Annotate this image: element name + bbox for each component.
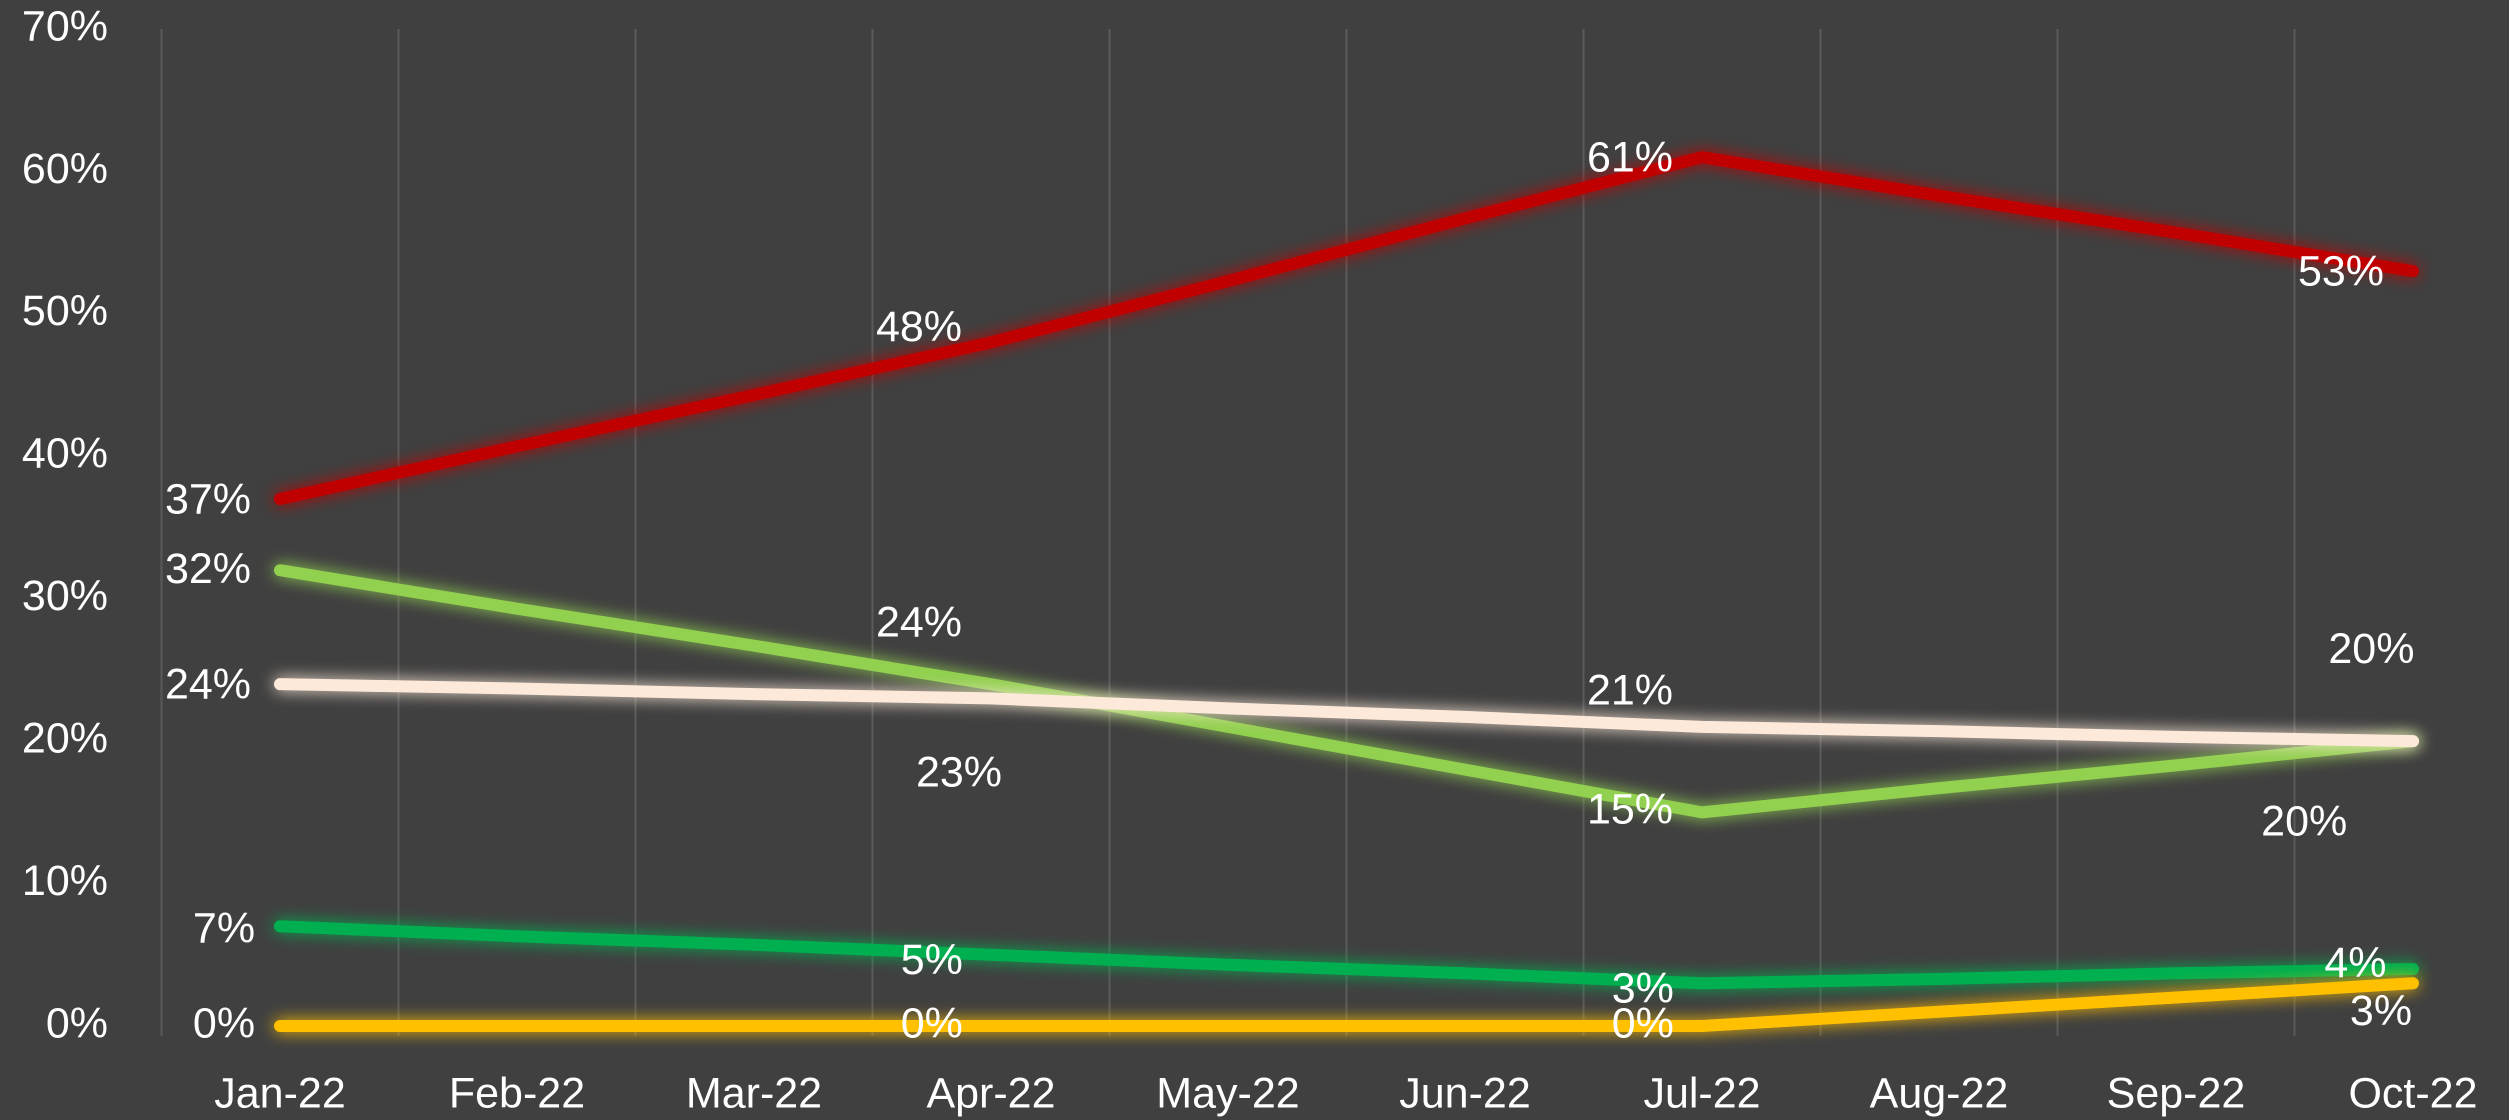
data-label: 3% [2350,987,2412,1035]
y-tick-label: 60% [22,145,108,193]
data-label: 0% [901,999,963,1047]
x-tick-label: Jul-22 [1643,1069,1760,1117]
data-label: 21% [1587,667,1673,715]
series-line [274,678,2419,748]
x-tick-label: Jan-22 [214,1069,345,1117]
series-line [274,920,2419,990]
y-tick-label: 0% [46,999,108,1047]
data-label: 24% [165,661,251,709]
y-tick-label: 70% [22,2,108,50]
data-label: 20% [2328,625,2414,673]
y-tick-label: 40% [22,430,108,478]
x-tick-label: May-22 [1156,1069,1299,1117]
data-label: 0% [1612,999,1674,1047]
data-label: 5% [901,936,963,984]
data-label: 4% [2324,939,2386,987]
data-label: 23% [916,749,1002,797]
x-tick-label: Apr-22 [926,1069,1055,1117]
x-tick-label: Mar-22 [686,1069,822,1117]
y-tick-label: 30% [22,572,108,620]
y-tick-label: 50% [22,287,108,335]
y-tick-label: 20% [22,715,108,763]
series-line [274,977,2419,1032]
x-tick-label: Sep-22 [2107,1069,2246,1117]
y-tick-label: 10% [22,857,108,905]
data-label: 7% [193,904,255,952]
series-line [274,151,2419,506]
data-label: 53% [2298,248,2384,296]
x-tick-label: Jun-22 [1399,1069,1530,1117]
data-label: 48% [876,303,962,351]
x-tick-label: Aug-22 [1870,1069,2009,1117]
data-label: 3% [1612,965,1674,1013]
data-label: 0% [193,999,255,1047]
data-label: 32% [165,545,251,593]
data-label: 37% [165,476,251,524]
x-tick-label: Feb-22 [449,1069,585,1117]
data-label: 24% [876,598,962,646]
data-label: 20% [2261,798,2347,846]
data-label: 61% [1587,134,1673,182]
series-line [274,564,2419,819]
x-tick-label: Oct-22 [2348,1069,2477,1117]
data-label: 15% [1587,786,1673,834]
